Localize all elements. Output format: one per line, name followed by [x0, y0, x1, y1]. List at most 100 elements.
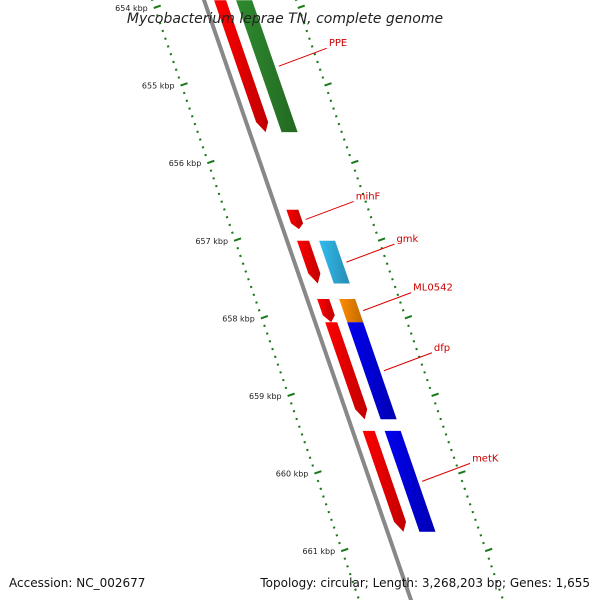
minor-tick-right [409, 332, 413, 335]
minor-tick-outer [330, 518, 333, 522]
gene-label-leader [421, 462, 471, 482]
minor-tick-outer [193, 122, 197, 126]
kbp-tick-label: 659 kbp [249, 392, 282, 401]
gene-labels-layer: PPE mihF gmk ML0542 dfp metK [278, 38, 499, 482]
minor-tick-right [487, 557, 491, 560]
minor-tick-right [300, 14, 303, 17]
minor-tick-right [490, 565, 493, 568]
minor-tick-right [415, 347, 418, 351]
minor-tick-outer [161, 29, 165, 33]
minor-tick-outer [289, 402, 293, 405]
minor-tick-outer [271, 347, 274, 351]
kbp-tick-label: 657 kbp [195, 237, 228, 246]
minor-tick-outer [308, 456, 312, 460]
minor-tick-outer [322, 495, 325, 498]
minor-tick-outer [196, 130, 199, 134]
minor-tick-outer [354, 588, 357, 591]
minor-tick-outer [332, 526, 336, 529]
minor-tick-right [353, 169, 357, 172]
minor-tick-outer [169, 52, 173, 56]
minor-tick-right [385, 262, 389, 266]
minor-tick-right [399, 301, 402, 304]
minor-tick-outer [279, 371, 282, 374]
minor-tick-outer [156, 14, 159, 17]
minor-tick-outer [231, 231, 234, 234]
minor-tick-outer [281, 378, 285, 382]
minor-tick-outer [263, 324, 266, 328]
feature-shade [347, 322, 397, 420]
minor-tick-right [377, 237, 386, 242]
minor-tick-outer [356, 596, 360, 599]
minor-tick-right [329, 99, 333, 103]
minor-tick-right [340, 130, 343, 134]
feature-shade [325, 322, 368, 420]
minor-tick-right [324, 82, 332, 87]
minor-tick-right [332, 107, 335, 110]
minor-tick-outer [257, 308, 261, 312]
minor-tick-outer [188, 107, 191, 110]
gene-label-leader [346, 243, 395, 263]
minor-tick-outer [182, 91, 186, 95]
kbp-tick-label: 655 kbp [142, 82, 175, 91]
feature-shade [384, 430, 436, 532]
minor-tick-outer [287, 392, 295, 397]
minor-tick-right [302, 21, 306, 25]
minor-tick-right [492, 572, 496, 576]
minor-tick-outer [284, 386, 288, 390]
minor-tick-outer [260, 315, 269, 320]
minor-tick-right [391, 277, 394, 281]
minor-tick-outer [255, 301, 258, 304]
minor-tick-outer [239, 254, 242, 258]
minor-tick-right [380, 246, 384, 250]
minor-tick-outer [241, 262, 245, 266]
minor-tick-outer [319, 487, 323, 491]
minor-tick-outer [343, 557, 347, 560]
minor-tick-right [471, 510, 475, 514]
minor-tick-outer [247, 277, 250, 281]
minor-tick-outer [300, 433, 304, 436]
minor-tick-right [348, 153, 351, 157]
minor-tick-outer [244, 270, 248, 273]
minor-tick-right [479, 534, 483, 537]
minor-tick-outer [158, 21, 162, 25]
minor-tick-outer [338, 541, 341, 545]
minor-tick-right [393, 285, 397, 289]
minor-tick-outer [236, 246, 240, 250]
kbp-tick-label: 656 kbp [169, 159, 202, 168]
minor-tick-right [495, 580, 499, 584]
minor-tick-right [375, 231, 378, 234]
minor-tick-right [321, 76, 325, 79]
gene-label: dfp [434, 343, 450, 354]
genome-backbone [201, 0, 414, 600]
minor-tick-outer [204, 153, 207, 157]
minor-tick-right [334, 114, 338, 118]
minor-tick-right [404, 315, 413, 320]
minor-tick-right [436, 409, 440, 413]
minor-tick-right [441, 425, 445, 428]
gene-label: PPE [329, 38, 347, 49]
gene-label-leader [305, 200, 354, 220]
minor-tick-right [474, 518, 477, 522]
minor-tick-outer [212, 177, 215, 180]
feature-shade [362, 430, 407, 532]
gene-label-leader [278, 47, 328, 67]
minor-tick-right [337, 122, 341, 126]
minor-tick-outer [233, 237, 242, 242]
minor-tick-right [420, 363, 424, 366]
minor-tick-right [383, 254, 386, 258]
minor-tick-outer [174, 68, 178, 72]
gene-features-layer [214, 0, 436, 532]
feature-shade [297, 240, 321, 284]
minor-tick-outer [327, 510, 331, 514]
minor-tick-right [407, 324, 410, 328]
minor-tick-right [350, 159, 359, 165]
feature-shade [317, 299, 335, 323]
minor-tick-outer [209, 169, 213, 172]
minor-tick-right [417, 355, 421, 359]
genome-summary: Topology: circular; Length: 3,268,203 bp… [259, 576, 590, 590]
minor-tick-outer [153, 4, 162, 9]
minor-tick-outer [190, 114, 194, 118]
minor-tick-right [458, 470, 466, 475]
minor-tick-right [369, 215, 373, 219]
minor-tick-right [364, 200, 368, 203]
